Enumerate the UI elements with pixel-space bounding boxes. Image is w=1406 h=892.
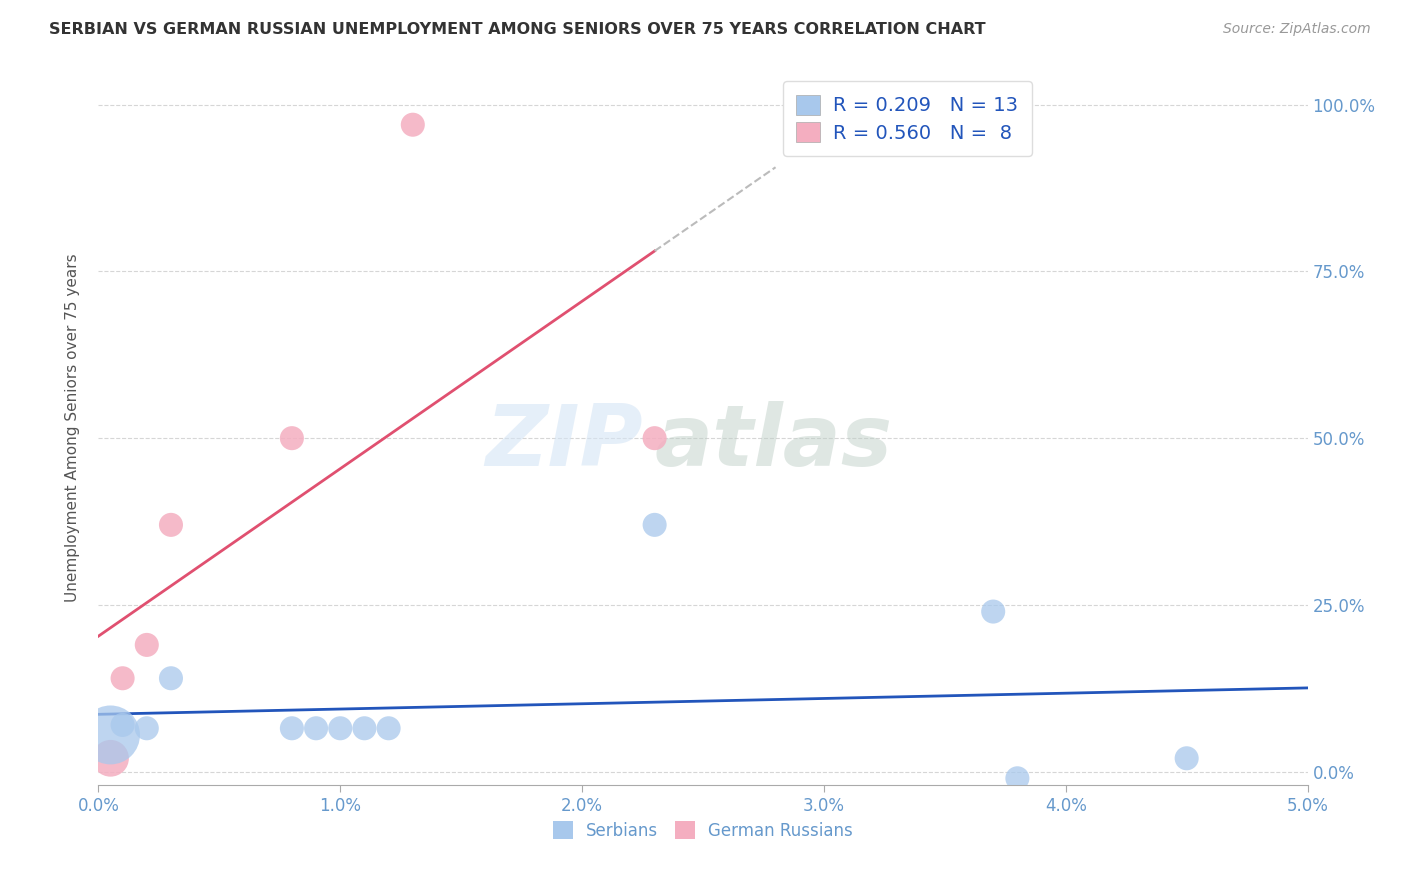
Point (100, 728, 122, 742)
Legend: Serbians, German Russians: Serbians, German Russians (544, 814, 862, 848)
Point (281, 431, 304, 445)
Point (135, 638, 157, 652)
Point (1007, 772, 1029, 786)
Point (160, 517, 183, 532)
Point (402, 118, 425, 132)
Point (160, 671, 183, 685)
Point (329, 721, 352, 735)
Y-axis label: Unemployment Among Seniors over 75 years: Unemployment Among Seniors over 75 years (65, 254, 80, 602)
Text: SERBIAN VS GERMAN RUSSIAN UNEMPLOYMENT AMONG SENIORS OVER 75 YEARS CORRELATION C: SERBIAN VS GERMAN RUSSIAN UNEMPLOYMENT A… (49, 22, 986, 37)
Point (135, 721, 157, 735)
Point (377, 721, 399, 735)
Text: Source: ZipAtlas.com: Source: ZipAtlas.com (1223, 22, 1371, 37)
Point (111, 671, 134, 685)
Point (981, 605, 1004, 619)
Point (644, 517, 666, 532)
Point (100, 751, 122, 765)
Point (281, 721, 304, 735)
Point (305, 721, 328, 735)
Text: ZIP: ZIP (485, 401, 643, 484)
Point (644, 431, 666, 445)
Point (1175, 751, 1198, 765)
Point (111, 718, 134, 732)
Text: atlas: atlas (655, 401, 893, 484)
Point (353, 721, 375, 735)
